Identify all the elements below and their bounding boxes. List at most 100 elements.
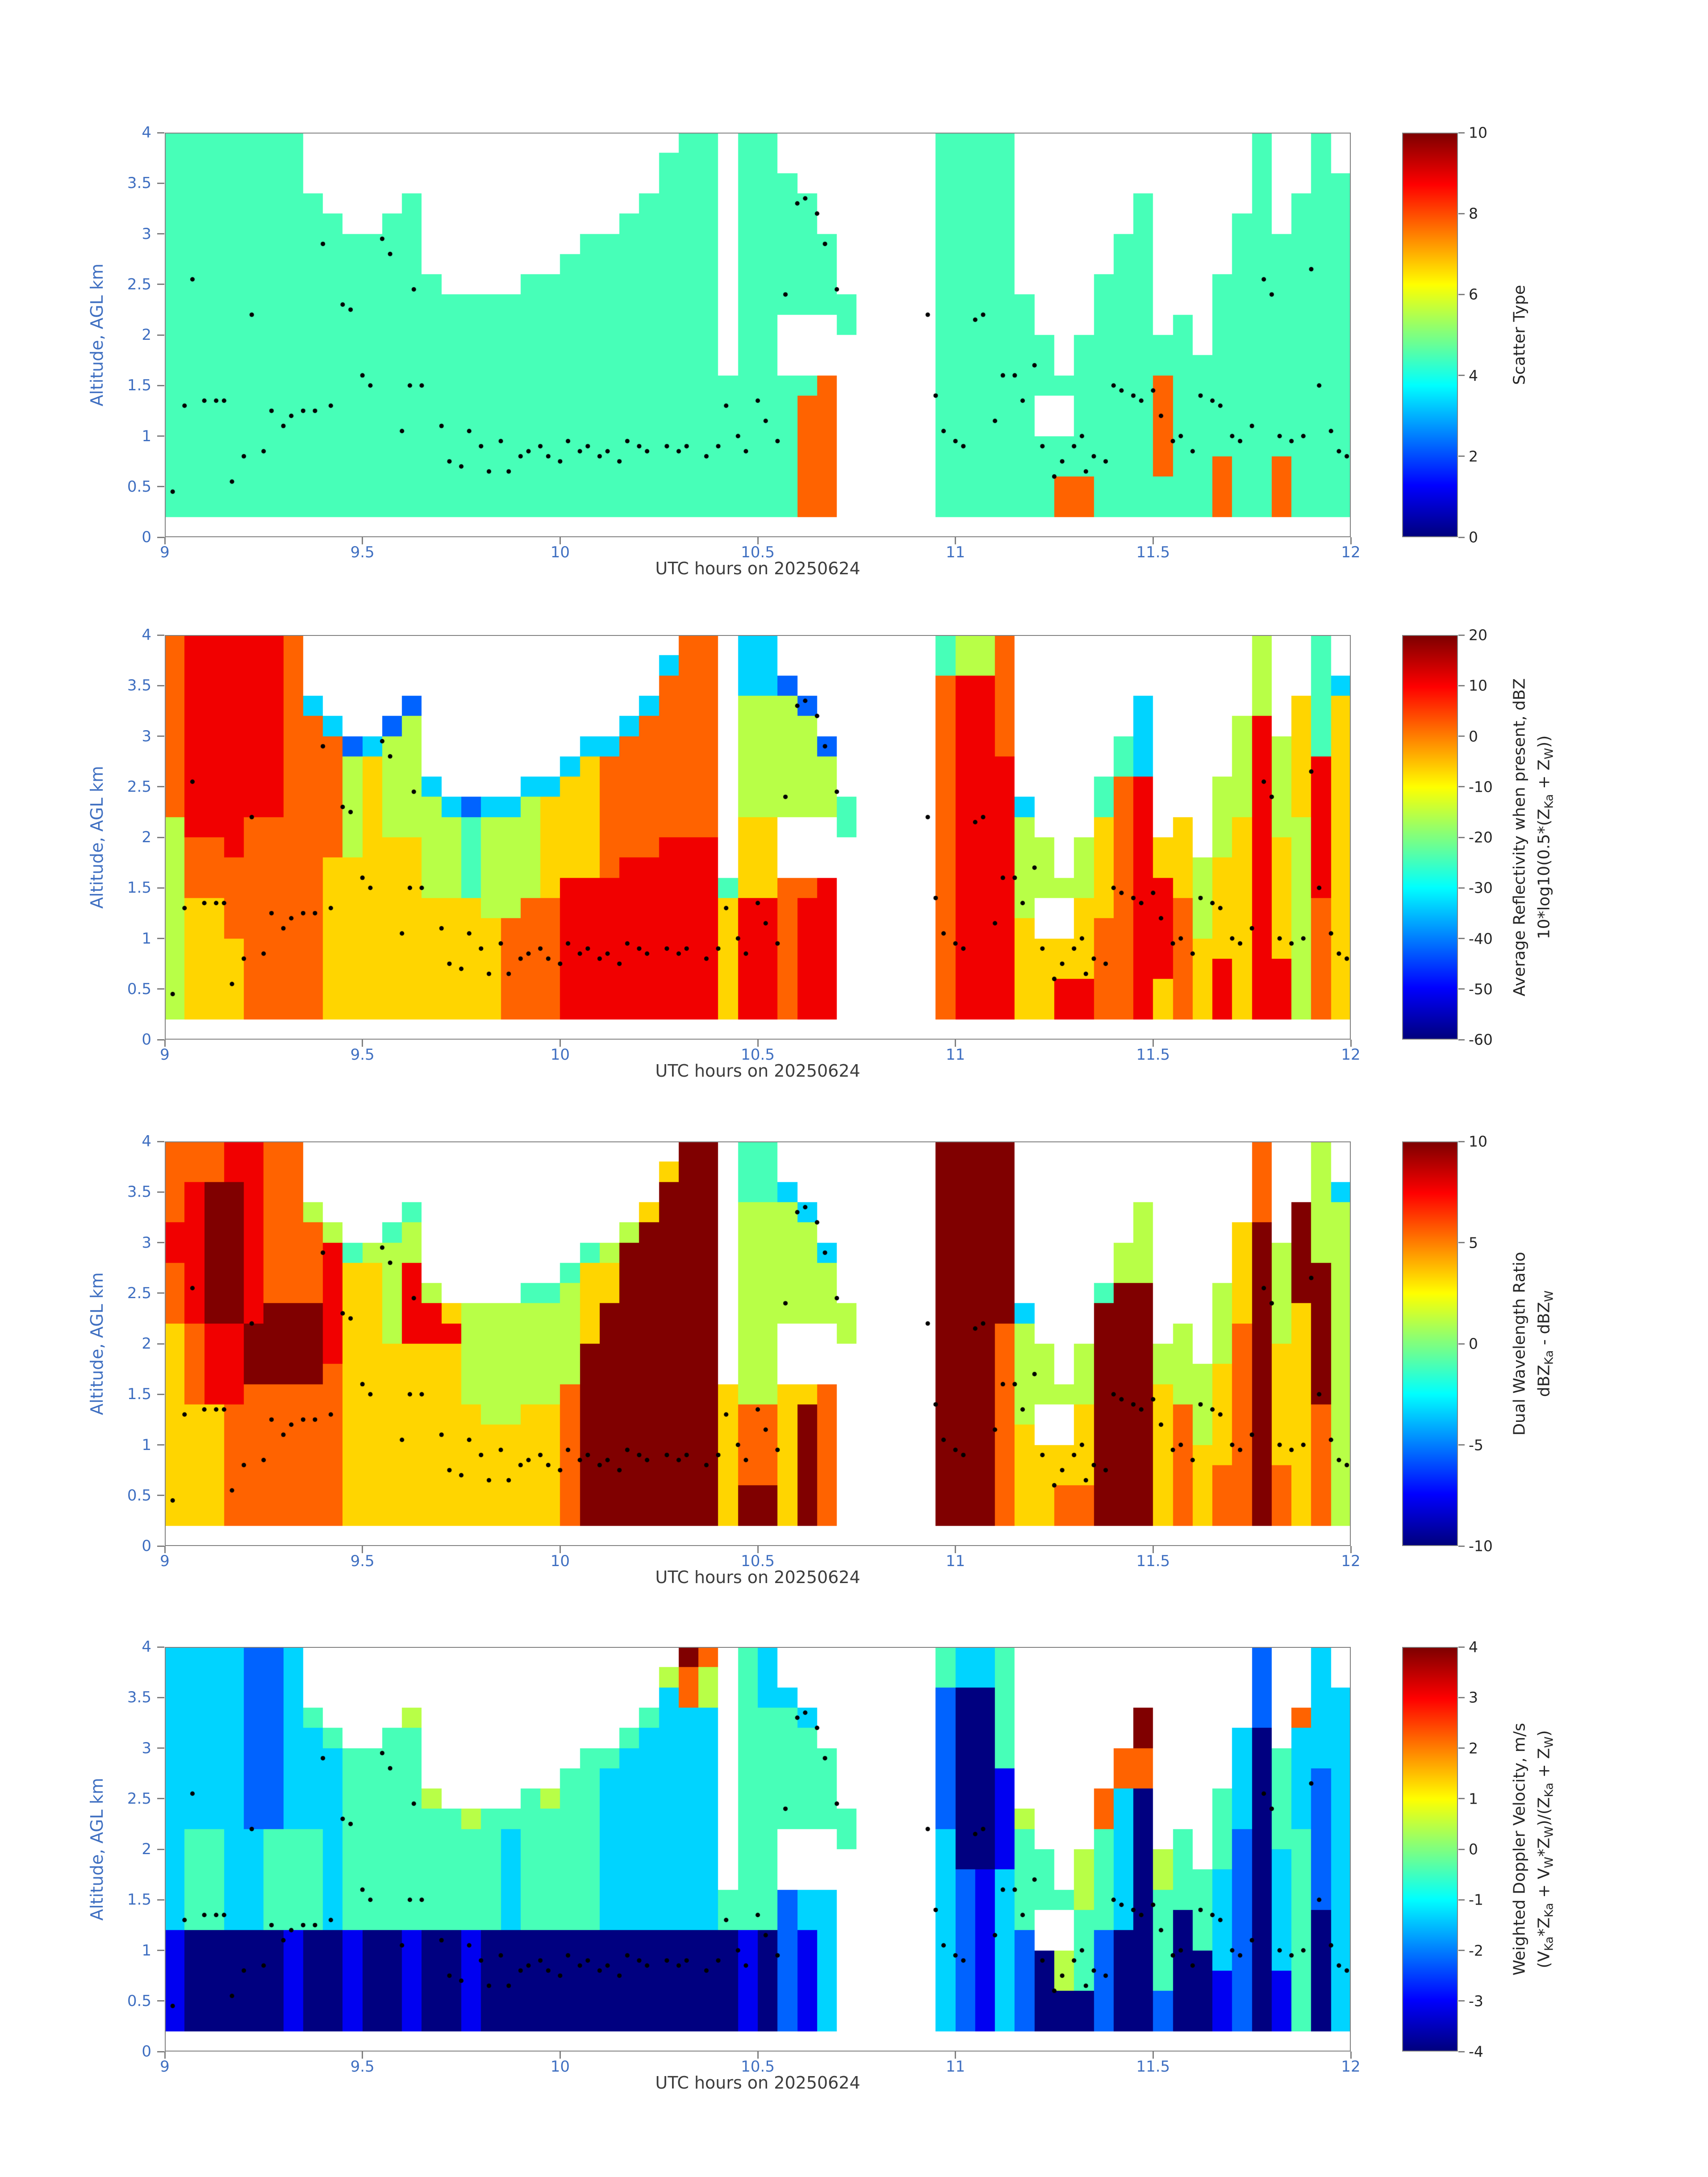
colorbar-tick-mark: [1458, 1242, 1465, 1243]
colorbar-tick-mark: [1458, 836, 1465, 838]
y-tick-label: 2.5: [127, 777, 151, 796]
colorbar-tick-label: 0: [1469, 727, 1478, 745]
y-tick-mark: [157, 1545, 164, 1547]
colorbar-tick-mark: [1458, 1039, 1465, 1040]
x-tick-label: 11.5: [1136, 543, 1170, 561]
y-tick-label: 3: [142, 225, 151, 243]
y-tick-label: 1: [142, 1436, 151, 1454]
colorbar-tick-mark: [1458, 293, 1465, 295]
x-tick-mark: [955, 1546, 956, 1553]
colorbar-gradient: [1403, 636, 1457, 1039]
x-tick-mark: [164, 2052, 166, 2059]
y-tick-mark: [157, 1393, 164, 1395]
colorbar-tick-label: -3: [1469, 1992, 1483, 2010]
x-tick-mark: [164, 537, 166, 544]
x-tick-mark: [1152, 2052, 1154, 2059]
colorbar-tick-label: -10: [1469, 1537, 1493, 1555]
y-tick-mark: [157, 334, 164, 336]
y-tick-label: 2.5: [127, 1284, 151, 1302]
y-tick-label: 4: [142, 1132, 151, 1150]
colorbar-tick-label: -50: [1469, 980, 1493, 998]
y-tick-mark: [157, 132, 164, 134]
y-tick-labels: 0 0.5 1 1.5 2 2.5 3 3.5 4: [58, 1638, 151, 2060]
colorbar-tick-labels: -60 -50 -40 -30 -20 -10 0 10 20: [1469, 627, 1540, 1049]
colorbar-label-line2-text: (VKa*ZKa + VW*ZW)/(ZKa + ZW): [1535, 1730, 1556, 1968]
heatmap-canvas: [165, 1141, 1351, 1546]
x-tick-label: 9.5: [350, 1552, 375, 1570]
y-tick-mark: [157, 685, 164, 686]
colorbar-label-line1: Dual Wavelength Ratio: [1510, 1252, 1529, 1436]
x-axis-label: UTC hours on 20250624: [655, 2073, 860, 2093]
colorbar-label-line2-text: dBZKa - dBZW: [1535, 1290, 1556, 1397]
y-tick-mark: [157, 1696, 164, 1698]
colorbar-tick-mark: [1458, 634, 1465, 636]
y-tick-mark: [157, 887, 164, 889]
colorbar-tick-labels: 0 2 4 6 8 10: [1469, 124, 1540, 546]
colorbar-tick-mark: [1458, 2051, 1465, 2052]
colorbar-label-line1: Scatter Type: [1510, 284, 1529, 385]
colorbar-tick-label: 6: [1469, 285, 1478, 303]
colorbar-tick-label: -4: [1469, 2043, 1483, 2060]
x-tick-label: 10: [550, 1046, 570, 1064]
x-tick-mark: [757, 1040, 759, 1047]
y-tick-mark: [157, 634, 164, 636]
y-tick-labels: 0 0.5 1 1.5 2 2.5 3 3.5 4: [58, 124, 151, 546]
colorbar-tick-label: -40: [1469, 930, 1493, 947]
x-tick-mark: [164, 1546, 166, 1553]
y-tick-label: 1.5: [127, 376, 151, 395]
y-tick-label: 4: [142, 1638, 151, 1656]
y-tick-mark: [157, 1141, 164, 1142]
y-tick-label: 1: [142, 1941, 151, 1960]
colorbar-tick-label: 20: [1469, 626, 1487, 644]
y-tick-label: 2.5: [127, 1789, 151, 1808]
x-tick-label: 9: [160, 1046, 170, 1064]
colorbar-tick-label: 10: [1469, 124, 1487, 142]
y-tick-label: 4: [142, 124, 151, 142]
y-tick-label: 2: [142, 828, 151, 846]
y-tick-label: 0.5: [127, 477, 151, 496]
colorbar-tick-mark: [1458, 735, 1465, 737]
x-tick-label: 11: [946, 1552, 965, 1570]
colorbar: [1402, 1141, 1458, 1546]
colorbar-tick-label: 2: [1469, 1739, 1478, 1757]
y-tick-mark: [157, 1848, 164, 1850]
x-tick-mark: [1350, 537, 1352, 544]
y-tick-mark: [157, 786, 164, 788]
x-tick-label: 9: [160, 543, 170, 561]
x-tick-label: 10.5: [741, 1552, 775, 1570]
y-tick-mark: [157, 284, 164, 285]
colorbar-tick-mark: [1458, 455, 1465, 457]
x-tick-label: 11: [946, 1046, 965, 1064]
colorbar-tick-mark: [1458, 1899, 1465, 1901]
colorbar-tick-label: 0: [1469, 1840, 1478, 1858]
y-tick-mark: [157, 1798, 164, 1800]
x-tick-mark: [955, 1040, 956, 1047]
colorbar-gradient: [1403, 1142, 1457, 1545]
y-tick-label: 3.5: [127, 677, 151, 695]
colorbar-tick-mark: [1458, 1343, 1465, 1345]
x-tick-label: 11.5: [1136, 2058, 1170, 2076]
colorbar-tick-labels: -4 -3 -2 -1 0 1 2 3 4: [1469, 1638, 1540, 2060]
x-tick-label: 10.5: [741, 543, 775, 561]
colorbar-tick-label: -2: [1469, 1942, 1483, 1959]
colorbar-tick-label: 4: [1469, 1638, 1478, 1656]
x-tick-mark: [362, 537, 363, 544]
y-tick-mark: [157, 1343, 164, 1345]
x-tick-label: 9.5: [350, 1046, 375, 1064]
colorbar-label-line2-text: 10*log10(0.5*(ZKa + ZW)): [1535, 735, 1556, 940]
y-tick-label: 0.5: [127, 1486, 151, 1504]
colorbar-gradient: [1403, 1648, 1457, 2051]
x-tick-mark: [1350, 1040, 1352, 1047]
y-tick-mark: [157, 1292, 164, 1294]
x-tick-labels: 9 9.5 10 10.5 11 11.5 12: [160, 2052, 1360, 2078]
y-tick-mark: [157, 836, 164, 838]
y-tick-mark: [157, 536, 164, 538]
y-tick-label: 0: [142, 1537, 151, 1555]
y-tick-label: 1.5: [127, 1385, 151, 1404]
y-tick-label: 1: [142, 427, 151, 445]
x-tick-label: 12: [1341, 1046, 1361, 1064]
y-tick-label: 0.5: [127, 980, 151, 998]
y-tick-label: 2: [142, 1335, 151, 1353]
y-tick-mark: [157, 1495, 164, 1496]
colorbar: [1402, 1647, 1458, 2052]
